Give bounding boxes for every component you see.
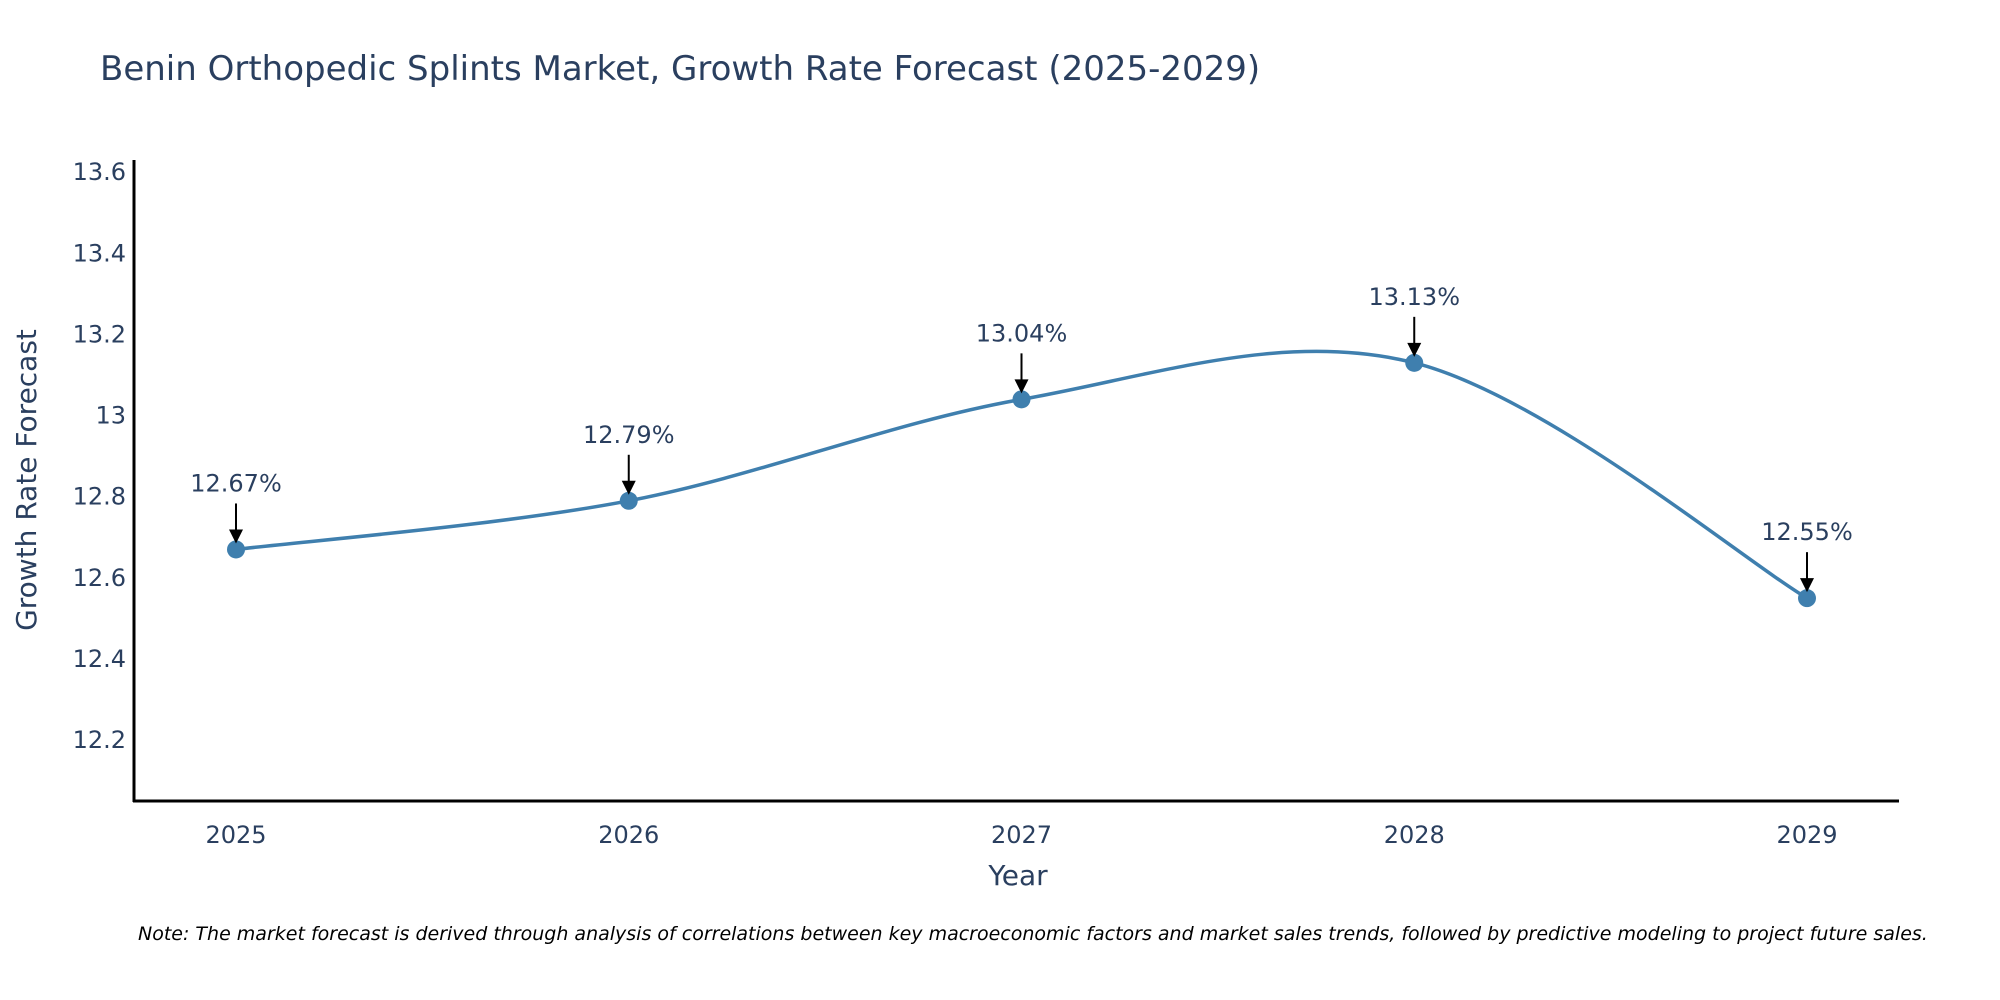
x-tick-label: 2029 [1776, 821, 1837, 849]
footnote: Note: The market forecast is derived thr… [138, 923, 1928, 945]
y-tick-label: 13.6 [73, 158, 126, 186]
x-tick-label: 2026 [598, 821, 659, 849]
x-axis-title: Year [987, 859, 1048, 892]
annotation-label: 12.79% [583, 421, 675, 449]
y-tick-label: 12.4 [73, 645, 126, 673]
x-tick-label: 2028 [1384, 821, 1445, 849]
data-point [1012, 390, 1031, 409]
y-tick-label: 13.2 [73, 320, 126, 348]
annotations: 12.67% 12.79% 13.04% 13.13% 12.55% [190, 283, 1853, 593]
y-tick-label: 13.4 [73, 239, 126, 267]
annotation-label: 13.13% [1368, 283, 1460, 311]
y-tick-label: 12.8 [73, 483, 126, 511]
data-point [1405, 353, 1424, 372]
annotation-label: 13.04% [976, 319, 1068, 347]
x-axis-ticks: 2025 2026 2027 2028 2029 [205, 821, 1837, 849]
data-point [619, 491, 638, 510]
annotation-arrow-head [229, 529, 243, 544]
annotation-arrow-head [621, 480, 636, 495]
data-point [227, 540, 245, 559]
y-tick-label: 12.2 [73, 726, 126, 754]
y-tick-label: 12.6 [73, 564, 126, 592]
annotation-label: 12.67% [190, 469, 282, 497]
annotation-arrow-head [1014, 379, 1029, 394]
x-tick-label: 2025 [205, 821, 266, 849]
y-axis-ticks: 12.2 12.4 12.6 12.8 13 13.2 13.4 13.6 [73, 158, 126, 754]
y-tick-label: 13 [95, 402, 126, 430]
x-tick-label: 2027 [991, 821, 1052, 849]
y-axis-title: Growth Rate Forecast [10, 329, 43, 631]
annotation-arrow-head [1800, 578, 1814, 593]
annotation-arrow-head [1407, 342, 1422, 357]
data-points [227, 353, 1816, 608]
data-point [1798, 589, 1816, 608]
annotation-label: 12.55% [1761, 518, 1853, 546]
chart-title: Benin Orthopedic Splints Market, Growth … [100, 49, 1260, 89]
